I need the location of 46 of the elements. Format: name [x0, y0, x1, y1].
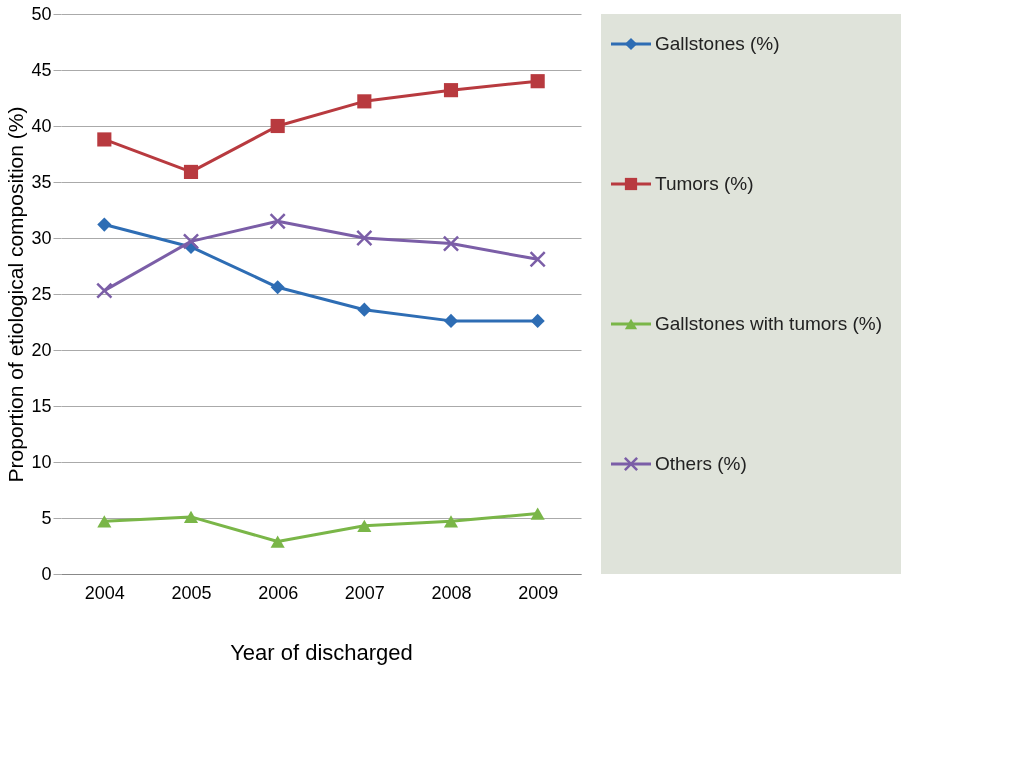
point	[529, 250, 546, 268]
y-tick-label: 45	[31, 59, 52, 80]
y-tick-label: 25	[31, 283, 52, 304]
x-tick-label: 2009	[518, 582, 559, 603]
y-tick-label: 5	[41, 507, 52, 528]
y-tick-label: 10	[31, 451, 52, 472]
point	[443, 83, 459, 98]
point	[270, 118, 285, 134]
legend-label: Others (%)	[655, 453, 747, 474]
x-tick-label: 2005	[171, 582, 212, 603]
y-tick-label: 35	[31, 171, 52, 192]
y-tick-label: 30	[31, 227, 52, 248]
point	[270, 280, 285, 295]
point	[443, 515, 459, 528]
legend-label: Tumors (%)	[655, 173, 754, 194]
point	[97, 515, 112, 528]
y-tick-label: 0	[41, 563, 52, 584]
y-tick-label: 15	[31, 395, 52, 416]
point	[357, 519, 372, 532]
point	[357, 302, 372, 317]
point	[442, 235, 460, 252]
y-tick-label: 50	[31, 3, 52, 24]
point	[183, 164, 199, 179]
y-tick-label: 20	[31, 339, 52, 360]
x-tick-label: 2007	[344, 582, 385, 603]
point	[269, 212, 286, 230]
point	[530, 74, 545, 89]
point	[356, 229, 373, 247]
y-tick-label: 40	[31, 115, 52, 136]
point	[270, 535, 285, 548]
y-axis-title: Proportion of etiological composition (%)	[4, 106, 28, 483]
x-tick-label: 2004	[84, 582, 125, 603]
point	[357, 94, 372, 109]
x-axis-title: Year of discharged	[230, 639, 413, 665]
legend-label: Gallstones with tumors (%)	[655, 313, 883, 334]
legend-label: Gallstones (%)	[655, 33, 780, 54]
x-tick-label: 2006	[258, 582, 299, 603]
point	[97, 132, 112, 147]
point	[443, 313, 459, 328]
x-tick-label: 2008	[431, 582, 472, 603]
point	[530, 313, 545, 328]
point	[530, 507, 545, 520]
point	[182, 233, 200, 250]
point	[183, 510, 199, 523]
point	[96, 282, 113, 299]
point	[97, 217, 112, 232]
